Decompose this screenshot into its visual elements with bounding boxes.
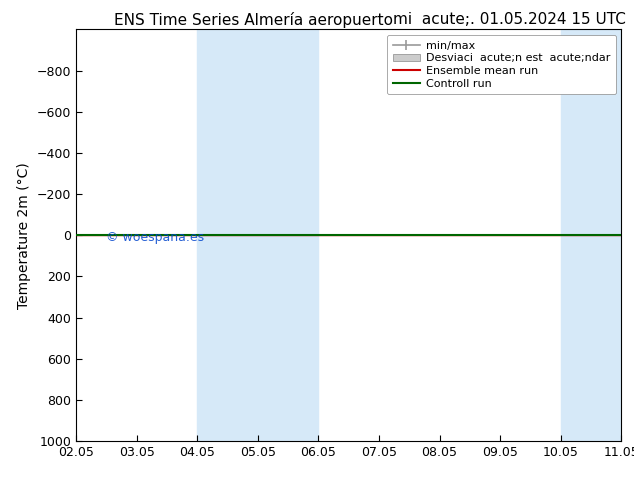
Text: ENS Time Series Almería aeropuerto: ENS Time Series Almería aeropuerto: [114, 12, 393, 28]
Bar: [560, 29, 621, 441]
Y-axis label: Temperature 2m (°C): Temperature 2m (°C): [17, 162, 31, 309]
Legend: min/max, Desviaci  acute;n est  acute;ndar, Ensemble mean run, Controll run: min/max, Desviaci acute;n est acute;ndar…: [387, 35, 616, 95]
Text: © woespana.es: © woespana.es: [107, 231, 205, 245]
Text: mi  acute;. 01.05.2024 15 UTC: mi acute;. 01.05.2024 15 UTC: [393, 12, 626, 27]
Bar: [197, 29, 318, 441]
